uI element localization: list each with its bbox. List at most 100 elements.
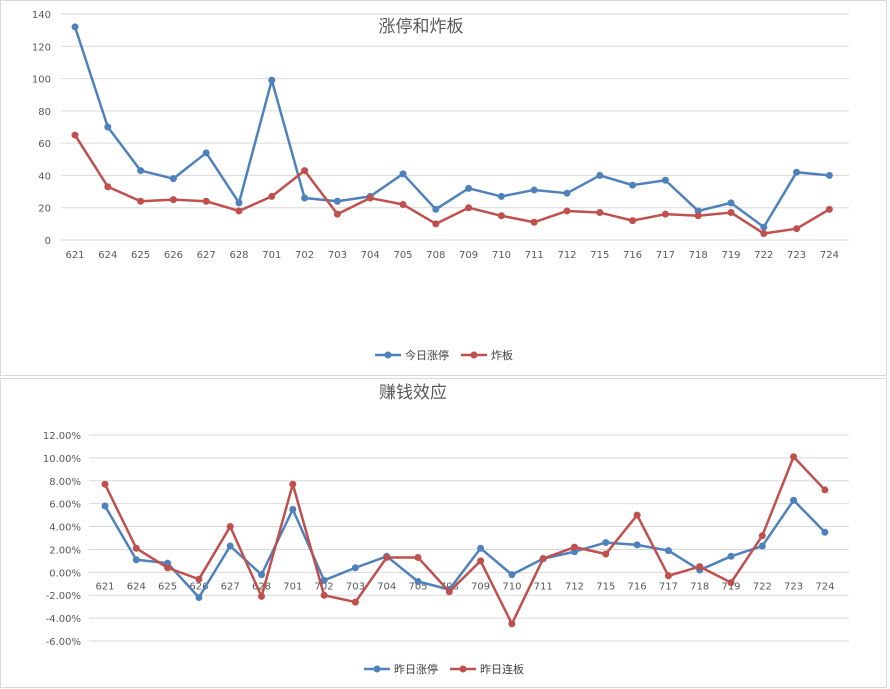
x-tick-label: 722 <box>753 581 772 592</box>
series-line-2 <box>103 455 826 626</box>
y-tick-label: 140 <box>32 10 51 21</box>
x-tick-label: 711 <box>534 581 553 592</box>
x-tick-label: 711 <box>525 250 544 261</box>
x-tick-label: 722 <box>754 250 773 261</box>
legend-marker-1 <box>373 665 381 673</box>
x-tick-label: 710 <box>502 581 521 592</box>
data-point <box>664 547 672 555</box>
x-tick-label: 715 <box>596 581 615 592</box>
chart-money-effect-svg: 赚钱效应 -6.00% -4.00% -2.00% 0.00% 2.00% 4.00% 6.… <box>43 383 849 676</box>
series-line-1 <box>73 26 830 229</box>
data-point <box>790 496 798 504</box>
data-point <box>508 571 516 579</box>
data-point <box>101 502 109 510</box>
data-point <box>571 543 578 551</box>
data-point <box>289 505 297 513</box>
legend-label-2: 炸板 <box>491 348 513 362</box>
data-point <box>399 200 407 208</box>
x-tick-label: 702 <box>295 250 314 261</box>
data-point <box>727 552 735 560</box>
y-tick-label: 12.00% <box>43 431 81 442</box>
data-point <box>195 575 203 583</box>
chart-title: 赚钱效应 <box>379 383 447 403</box>
data-point <box>104 123 112 131</box>
data-point <box>333 210 341 218</box>
x-tick-label: 624 <box>127 581 146 592</box>
y-tick-label: 8.00% <box>49 477 81 488</box>
data-point <box>821 486 829 494</box>
data-point <box>821 528 829 536</box>
x-tick-label: 719 <box>721 250 740 261</box>
x-tick-label: 703 <box>328 250 347 261</box>
x-tick-label: 621 <box>95 581 114 592</box>
data-point <box>164 564 172 572</box>
data-point <box>268 76 276 84</box>
data-point <box>414 553 422 561</box>
data-point <box>432 220 440 228</box>
data-point <box>445 588 453 596</box>
data-point <box>629 181 637 189</box>
data-point <box>563 189 571 197</box>
data-point <box>301 167 309 175</box>
data-point <box>137 197 145 205</box>
data-point <box>195 594 203 602</box>
data-point <box>235 199 243 207</box>
legend-marker-1 <box>384 351 392 359</box>
data-point <box>758 532 766 540</box>
data-point <box>320 591 328 599</box>
x-tick-label: 724 <box>820 250 839 261</box>
legend-marker-2 <box>470 351 478 359</box>
y-tick-label: 10.00% <box>43 454 81 465</box>
y-tick-label: 20 <box>38 204 51 215</box>
legend-label-1: 昨日涨停 <box>394 662 438 676</box>
x-tick-label: 715 <box>590 250 609 261</box>
series-line-1 <box>103 498 826 599</box>
x-tick-label: 709 <box>459 250 478 261</box>
x-tick-label: 628 <box>229 250 248 261</box>
x-tick-label: 716 <box>628 581 647 592</box>
x-tick-label: 710 <box>492 250 511 261</box>
data-point <box>202 197 210 205</box>
chart-limit-up-svg: 涨停和炸板 0 20 40 60 80 100 120 140 621 624 625 626 627 6… <box>32 10 849 362</box>
x-tick-label: 625 <box>131 250 150 261</box>
data-point <box>793 225 801 233</box>
data-point <box>258 571 265 579</box>
x-tick-label: 716 <box>623 250 642 261</box>
data-point <box>790 453 798 461</box>
data-point <box>825 205 833 213</box>
data-point <box>71 23 79 31</box>
data-point <box>758 542 766 550</box>
y-tick-label: 80 <box>38 107 51 118</box>
x-tick-label: 719 <box>721 581 740 592</box>
data-point <box>530 218 538 226</box>
x-tick-label: 718 <box>689 250 708 261</box>
x-tick-label: 723 <box>784 581 803 592</box>
data-point <box>696 563 704 571</box>
data-point <box>602 550 610 558</box>
x-tick-label: 712 <box>557 250 576 261</box>
legend-label-2: 昨日连板 <box>480 662 524 676</box>
x-tick-label: 705 <box>408 581 427 592</box>
data-point <box>664 572 672 580</box>
data-point <box>694 207 702 215</box>
data-point <box>202 149 210 157</box>
data-point <box>226 523 234 531</box>
data-point <box>383 553 391 561</box>
x-tick-label: 712 <box>565 581 584 592</box>
data-point <box>602 539 610 547</box>
data-point <box>399 170 407 178</box>
x-tick-label: 627 <box>221 581 240 592</box>
y-tick-label: -4.00% <box>46 614 81 625</box>
x-tick-label: 717 <box>659 581 678 592</box>
x-tick-label: 708 <box>426 250 445 261</box>
x-tick-label: 628 <box>252 581 271 592</box>
x-tick-label: 717 <box>656 250 675 261</box>
x-tick-label: 627 <box>197 250 216 261</box>
data-point <box>508 620 516 628</box>
data-point <box>633 511 641 519</box>
data-point <box>727 579 735 587</box>
data-point <box>497 212 505 220</box>
x-tick-label: 702 <box>315 581 334 592</box>
data-point <box>169 175 177 183</box>
data-point <box>268 192 276 200</box>
